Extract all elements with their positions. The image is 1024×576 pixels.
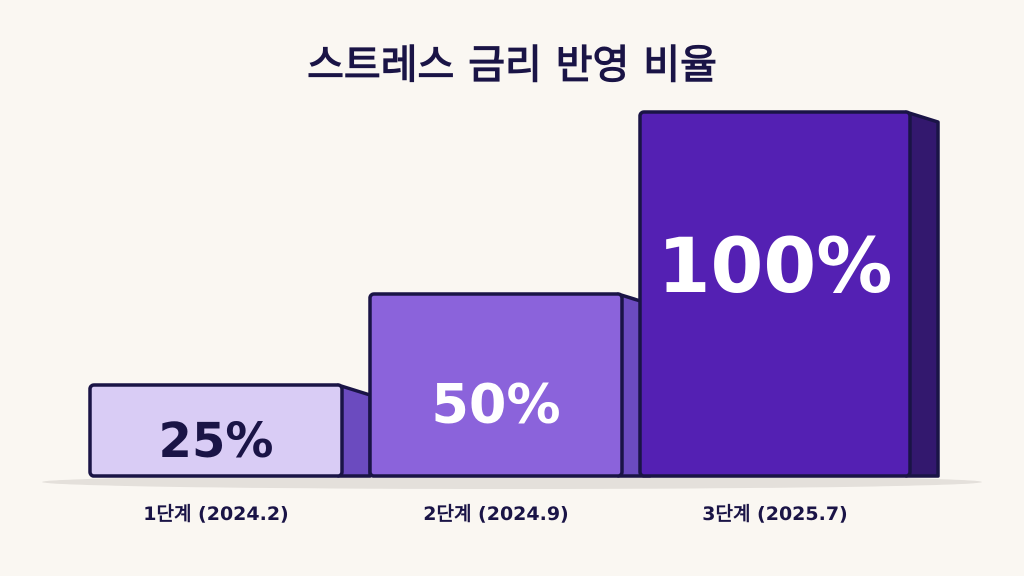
bar-1 <box>88 383 344 478</box>
category-label-3: 3단계 (2025.7) <box>702 503 847 525</box>
bar-3 <box>638 110 912 478</box>
value-label-2: 50% <box>431 373 560 436</box>
chart-title: 스트레스 금리 반영 비율 <box>307 42 717 88</box>
category-label-2: 2단계 (2024.9) <box>423 503 568 525</box>
bars-layer: 25% 1단계 (2024.2) 50% 2단계 (2024.9) 100% 3단계 (2… <box>42 110 982 525</box>
category-label-1: 1단계 (2024.2) <box>143 503 288 525</box>
value-label-1: 25% <box>159 413 274 469</box>
bar-2 <box>368 292 624 478</box>
value-label-3: 100% <box>658 221 893 310</box>
ground-shadow <box>42 475 982 489</box>
